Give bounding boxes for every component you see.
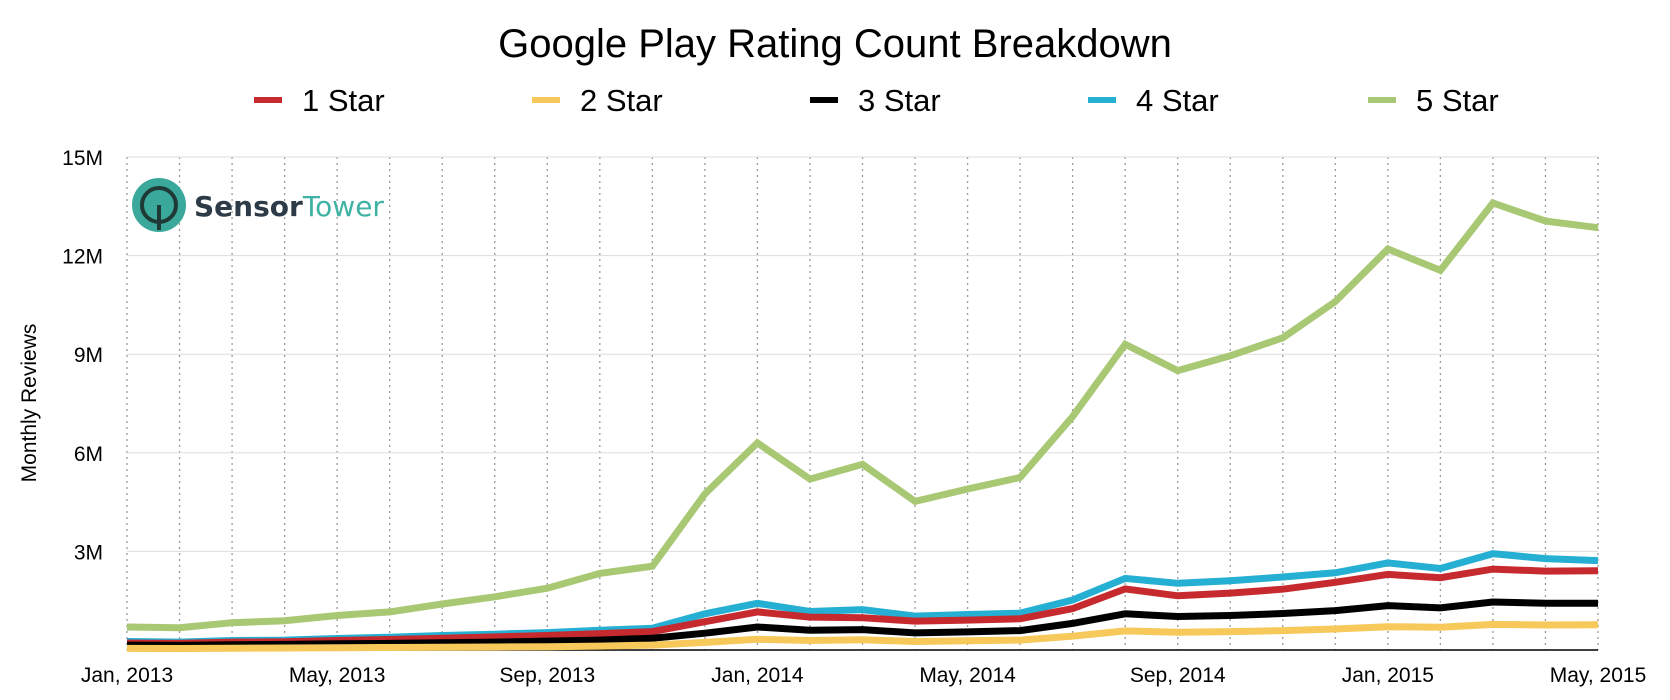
- x-tick-label: May, 2013: [289, 664, 386, 687]
- legend-label-4-star: 4 Star: [1136, 83, 1219, 118]
- series-line-1-star: [126, 565, 1599, 647]
- x-tick-label: Jan, 2015: [1342, 664, 1434, 687]
- legend-label-2-star: 2 Star: [580, 83, 663, 118]
- x-tick-label: Sep, 2014: [1130, 664, 1226, 687]
- series-line-5-star: [126, 198, 1599, 632]
- y-tick-label: 9M: [74, 344, 103, 367]
- y-tick-label: 12M: [62, 246, 103, 269]
- series-line-2-star: [126, 620, 1599, 653]
- x-tick-label: Jan, 2014: [711, 664, 804, 687]
- axes: Jan, 2013 May, 2013 Sep, 2013 Jan, 2014 May,…: [81, 649, 1647, 687]
- legend: 1 Star 2 Star 3 Star 4 Star 5 Star: [254, 83, 1499, 118]
- x-tick-label: Sep, 2013: [499, 664, 595, 687]
- grid: 3M 6M 9M 12M 15M: [62, 147, 1599, 650]
- x-tick-label: May, 2014: [919, 664, 1016, 687]
- logo-text-sensor: Sensor: [194, 190, 303, 223]
- series-line-3-star: [126, 598, 1598, 649]
- x-tick-label: Jan, 2013: [81, 664, 173, 687]
- y-axis-title: Monthly Reviews: [18, 324, 41, 483]
- y-tick-label: 6M: [74, 443, 103, 466]
- logo-text-tower: Tower: [302, 190, 385, 223]
- legend-label-5-star: 5 Star: [1416, 83, 1499, 118]
- chart-title: Google Play Rating Count Breakdown: [498, 22, 1172, 66]
- x-tick-label: May, 2015: [1550, 664, 1647, 687]
- logo-wordmark: SensorTower: [194, 190, 384, 223]
- legend-label-1-star: 1 Star: [302, 83, 385, 118]
- series-lines: [126, 198, 1599, 653]
- sensortower-logo: SensorTower: [132, 178, 384, 232]
- y-tick-label: 15M: [62, 147, 103, 170]
- y-tick-label: 3M: [74, 541, 103, 564]
- legend-label-3-star: 3 Star: [858, 83, 941, 118]
